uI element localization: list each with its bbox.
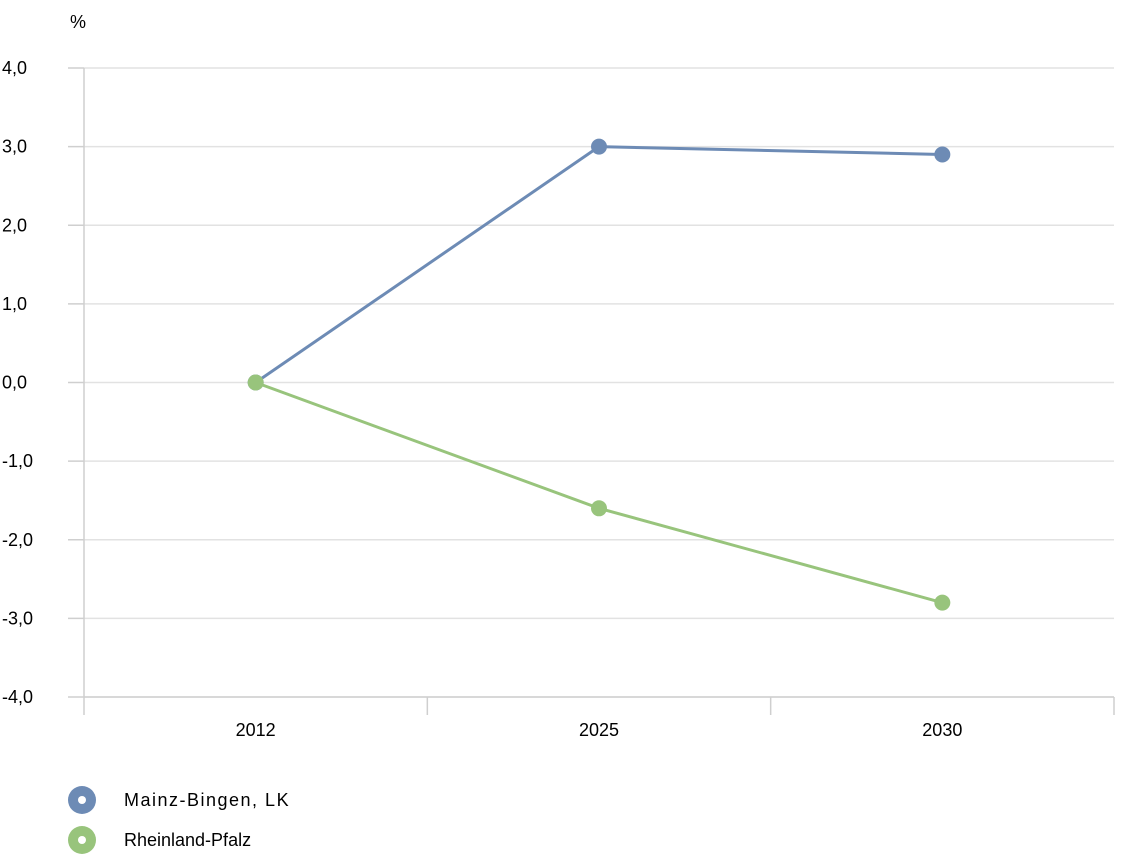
legend-marker-icon (68, 786, 96, 814)
x-axis-ticks: 2012 2025 2030 (83, 697, 1115, 740)
y-tick-label: -4,0 (2, 687, 33, 707)
series-line (254, 145, 943, 384)
series-1 (247, 374, 951, 611)
gridlines (84, 67, 1114, 698)
x-tick-label: 2012 (236, 720, 276, 740)
line-chart: % 4,03,02,01,00,0-1,0-2,0-3,0-4,0 2012 20… (2, 12, 1115, 740)
data-point[interactable] (247, 374, 264, 391)
legend-label: Rheinland-Pfalz (124, 829, 252, 850)
y-axis-ticks: 4,0 3,0 2,0 1,0 0,0 -1,0 -2,0 -3,0 -4,0 (2, 58, 84, 707)
series-line (255, 381, 943, 605)
data-point[interactable] (591, 500, 607, 517)
legend: Mainz-Bingen, LK Rheinland-Pfalz (68, 780, 290, 860)
y-tick-label: 2,0 (2, 215, 27, 235)
y-tick-label: 3,0 (2, 137, 27, 157)
y-tick-label: 4,0 (2, 58, 27, 78)
legend-marker-icon (68, 826, 96, 854)
x-tick-label: 2025 (579, 720, 619, 740)
legend-item-mainz-bingen[interactable]: Mainz-Bingen, LK (68, 780, 290, 820)
series-group (247, 138, 951, 611)
y-tick-label: -2,0 (2, 530, 33, 550)
data-point[interactable] (591, 138, 607, 155)
y-tick-label: 1,0 (2, 294, 27, 314)
legend-item-rheinland-pfalz[interactable]: Rheinland-Pfalz (68, 820, 290, 860)
y-unit-label: % (70, 12, 86, 32)
y-tick-label: -1,0 (2, 451, 33, 471)
data-point[interactable] (934, 146, 951, 163)
data-point[interactable] (934, 594, 951, 611)
legend-label: Mainz-Bingen, LK (124, 789, 291, 810)
y-tick-label: -3,0 (2, 608, 33, 628)
series-0 (247, 138, 951, 391)
x-tick-label: 2030 (922, 720, 962, 740)
y-tick-label: 0,0 (2, 373, 27, 393)
